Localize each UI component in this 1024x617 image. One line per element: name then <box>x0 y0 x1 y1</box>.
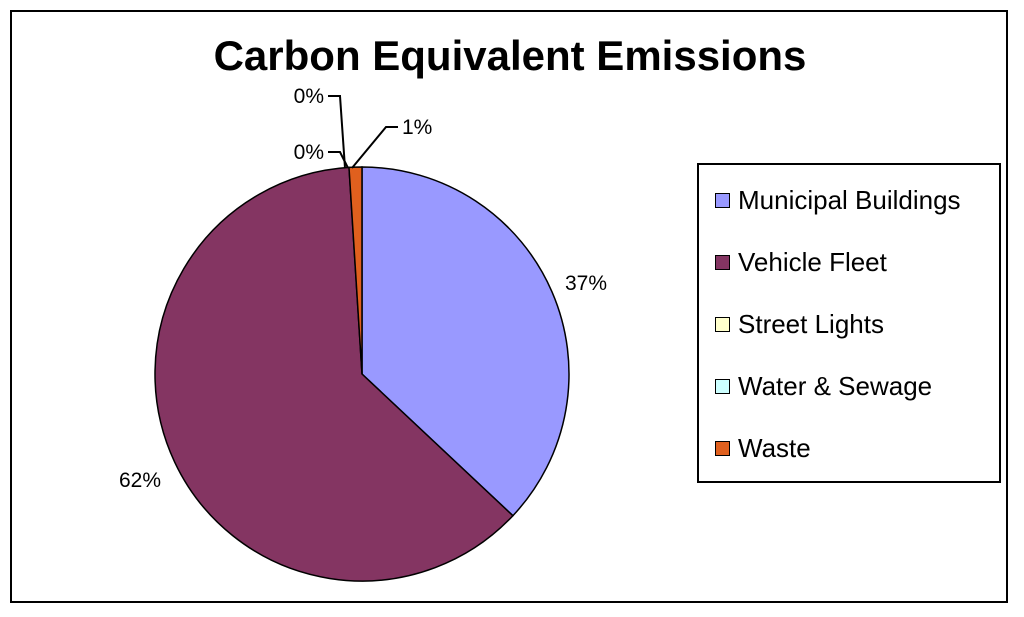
legend-swatch <box>715 192 730 208</box>
data-label-vehicle-fleet: 62% <box>119 469 161 492</box>
legend-label: Municipal Buildings <box>738 184 961 215</box>
legend-item-municipal-buildings: Municipal Buildings <box>715 185 961 215</box>
leader-line-waste <box>351 126 398 169</box>
data-label-water-sewage: 0% <box>294 141 324 164</box>
legend-label: Street Lights <box>738 308 884 339</box>
legend-label: Waste <box>738 432 811 463</box>
legend-label: Vehicle Fleet <box>738 246 887 277</box>
data-label-waste: 1% <box>402 116 432 139</box>
legend-swatch <box>715 316 730 332</box>
slice-vehicle-fleet <box>154 166 514 582</box>
legend-swatch <box>715 440 730 456</box>
chart-legend: Municipal Buildings Vehicle Fleet Street… <box>697 163 1001 483</box>
chart-title: Carbon Equivalent Emissions <box>213 32 807 79</box>
legend-swatch <box>715 254 730 270</box>
legend-item-water-sewage: Water & Sewage <box>715 371 932 401</box>
legend-item-vehicle-fleet: Vehicle Fleet <box>715 247 887 277</box>
slice-municipal-buildings <box>361 166 570 517</box>
legend-label: Water & Sewage <box>738 370 933 401</box>
legend-swatch <box>715 378 730 394</box>
data-label-street-lights: 0% <box>294 85 324 108</box>
legend-item-waste: Waste <box>715 433 811 463</box>
legend-item-street-lights: Street Lights <box>715 309 884 339</box>
data-label-municipal-buildings: 37% <box>565 272 607 295</box>
slice-waste <box>348 166 363 375</box>
leader-line-street-lights <box>328 95 346 169</box>
leader-line-water-sewage <box>328 151 349 169</box>
